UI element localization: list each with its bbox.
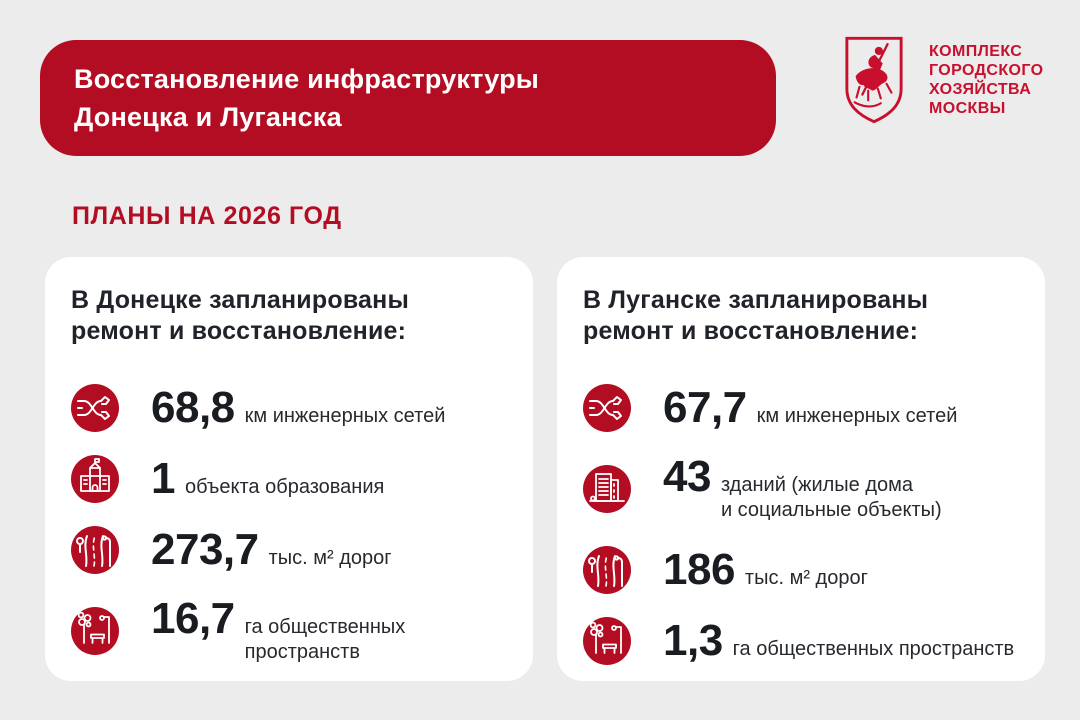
card-lugansk-title: В Луганске запланированы ремонт и восста…	[583, 285, 1025, 347]
stat-row-networks: 68,8 км инженерных сетей	[71, 384, 513, 432]
stat-row-public-spaces: 1,3 га общественных пространств	[583, 617, 1025, 665]
card-lugansk-rows: 67,7 км инженерных сетей 43 зданий (жилы…	[583, 384, 1025, 665]
stat-label: тыс. м² дорог	[268, 547, 392, 569]
stat-value: 1,3	[663, 616, 723, 665]
stat-roads: 273,7 тыс. м² дорог	[151, 528, 392, 572]
card-donetsk: В Донецке запланированы ремонт и восстан…	[45, 257, 533, 681]
stat-label: зданий (жилые дома и социальные объекты)	[720, 474, 942, 521]
road-icon	[583, 546, 631, 594]
card-lugansk-title-line2: ремонт и восстановление:	[583, 317, 919, 345]
stat-roads: 186 тыс. м² дорог	[663, 548, 868, 592]
road-icon	[71, 526, 119, 574]
stat-cards: В Донецке запланированы ремонт и восстан…	[45, 257, 1045, 681]
org-logo-text: КОМПЛЕКС ГОРОДСКОГО ХОЗЯЙСТВА МОСКВЫ	[929, 42, 1043, 126]
card-donetsk-title: В Донецке запланированы ремонт и восстан…	[71, 285, 513, 347]
header-banner: Восстановление инфраструктуры Донецка и …	[40, 40, 776, 156]
pipes-icon	[71, 384, 119, 432]
stat-row-public-spaces: 16,7 га общественных пространств	[71, 597, 513, 665]
stat-buildings: 43 зданий (жилые дома и социальные объект…	[663, 455, 942, 523]
header-title-line1: Восстановление инфраструктуры	[74, 64, 540, 94]
stat-label: объекта образования	[184, 476, 385, 498]
stat-networks: 68,8 км инженерных сетей	[151, 386, 445, 430]
stat-value: 273,7	[151, 525, 259, 574]
section-title: ПЛАНЫ НА 2026 ГОД	[72, 202, 342, 230]
stat-row-buildings: 43 зданий (жилые дома и социальные объект…	[583, 455, 1025, 523]
stat-label: тыс. м² дорог	[744, 567, 868, 589]
card-donetsk-rows: 68,8 км инженерных сетей 1 объекта образ…	[71, 384, 513, 665]
stat-public-spaces: 16,7 га общественных пространств	[151, 597, 513, 665]
school-icon	[71, 455, 119, 503]
stat-education: 1 объекта образования	[151, 457, 384, 501]
org-logo-line1: КОМПЛЕКС	[929, 43, 1023, 60]
card-lugansk-title-line1: В Луганске запланированы	[583, 286, 929, 314]
stat-value: 186	[663, 545, 735, 594]
org-logo: КОМПЛЕКС ГОРОДСКОГО ХОЗЯЙСТВА МОСКВЫ	[843, 34, 1043, 126]
stat-row-education: 1 объекта образования	[71, 455, 513, 503]
stat-value: 16,7	[151, 594, 235, 643]
stat-label: км инженерных сетей	[244, 405, 446, 427]
stat-label: км инженерных сетей	[756, 405, 958, 427]
stat-value: 68,8	[151, 383, 235, 432]
stat-value: 43	[663, 452, 711, 501]
stat-row-roads: 186 тыс. м² дорог	[583, 546, 1025, 594]
org-logo-line4: МОСКВЫ	[929, 100, 1006, 117]
stat-row-roads: 273,7 тыс. м² дорог	[71, 526, 513, 574]
org-logo-line2: ГОРОДСКОГО	[929, 62, 1044, 79]
stat-label: га общественных пространств	[244, 616, 406, 663]
moscow-coat-of-arms-icon	[843, 34, 905, 126]
card-donetsk-title-line1: В Донецке запланированы	[71, 286, 410, 314]
stat-value: 67,7	[663, 383, 747, 432]
buildings-icon	[583, 465, 631, 513]
pipes-icon	[583, 384, 631, 432]
park-icon	[583, 617, 631, 665]
stat-row-networks: 67,7 км инженерных сетей	[583, 384, 1025, 432]
stat-value: 1	[151, 454, 175, 503]
stat-networks: 67,7 км инженерных сетей	[663, 386, 957, 430]
header-title-line2: Донецка и Луганска	[74, 102, 342, 132]
card-donetsk-title-line2: ремонт и восстановление:	[71, 317, 407, 345]
card-lugansk: В Луганске запланированы ремонт и восста…	[557, 257, 1045, 681]
stat-label: га общественных пространств	[732, 638, 1015, 660]
org-logo-line3: ХОЗЯЙСТВА	[929, 81, 1032, 98]
park-icon	[71, 607, 119, 655]
stat-public-spaces: 1,3 га общественных пространств	[663, 619, 1014, 663]
